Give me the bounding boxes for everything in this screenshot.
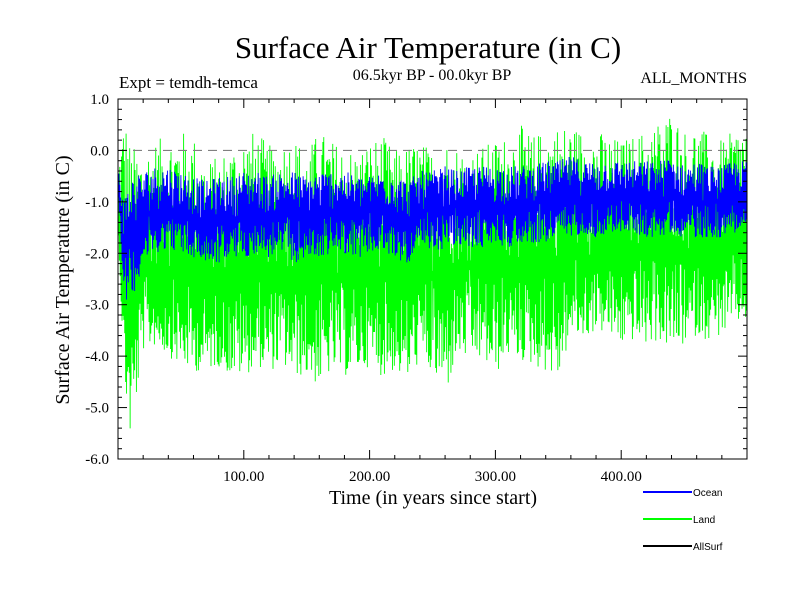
y-axis-label: Surface Air Temperature (in C) bbox=[52, 155, 74, 404]
x-tick-label: 100.00 bbox=[223, 469, 264, 485]
x-axis-label: Time (in years since start) bbox=[329, 487, 537, 509]
plot-frame bbox=[117, 98, 748, 460]
plot-area bbox=[117, 118, 748, 429]
y-tick-label: -3.0 bbox=[85, 298, 109, 314]
series-land-line bbox=[117, 118, 748, 429]
legend-label-allsurf: AllSurf bbox=[693, 542, 723, 553]
x-tick-label: 400.00 bbox=[601, 469, 642, 485]
legend-label-ocean: Ocean bbox=[693, 488, 722, 499]
x-tick-label: 300.00 bbox=[475, 469, 516, 485]
chart-subtitle-center: 06.5kyr BP - 00.0kyr BP bbox=[353, 67, 512, 84]
chart-subtitle-left: Expt = temdh-temca bbox=[119, 73, 258, 92]
chart-title: Surface Air Temperature (in C) bbox=[235, 30, 621, 65]
y-tick-label: -1.0 bbox=[85, 195, 109, 211]
y-tick-label: -5.0 bbox=[85, 401, 109, 417]
y-tick-label: 0.0 bbox=[90, 143, 109, 159]
legend-label-land: Land bbox=[693, 515, 715, 526]
legend: Ocean Land AllSurf bbox=[643, 488, 723, 553]
y-tick-label: -6.0 bbox=[85, 452, 109, 468]
chart-subtitle-right: ALL_MONTHS bbox=[640, 70, 747, 87]
y-axis: 1.0 0.0 -1.0 -2.0 -3.0 -4.0 -5.0 -6.0 bbox=[85, 92, 747, 468]
y-tick-label: -2.0 bbox=[85, 246, 109, 262]
y-tick-label: 1.0 bbox=[90, 92, 109, 108]
x-axis: 100.00 200.00 300.00 400.00 bbox=[142, 99, 723, 485]
series-ocean-line bbox=[117, 156, 748, 300]
y-tick-label: -4.0 bbox=[85, 349, 109, 365]
x-tick-label: 200.00 bbox=[349, 469, 390, 485]
